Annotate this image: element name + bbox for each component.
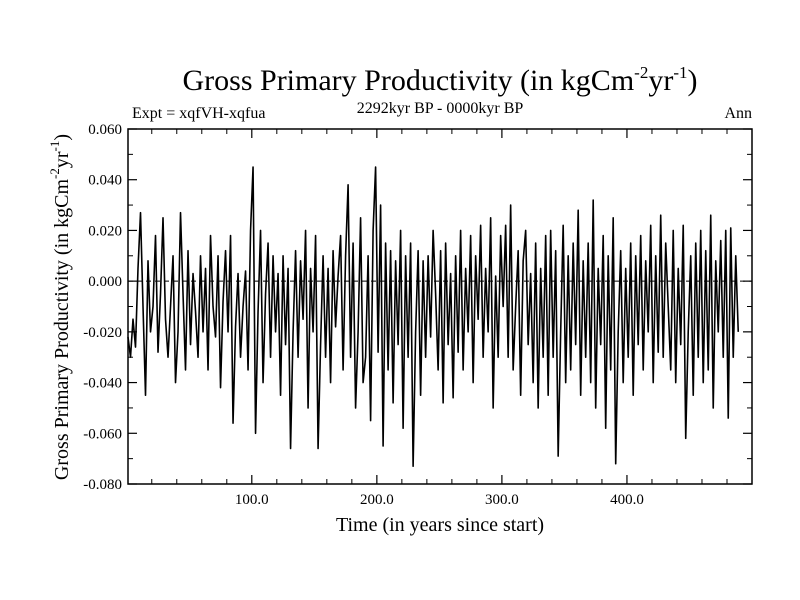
tick-labels: 0.060 0.040 0.020 0.000 -0.020 -0.040 -0.060 -0… [83,122,644,508]
x-tick-label: 200.0 [360,492,394,508]
x-axis-label: Time (in years since start) [336,514,544,536]
series-line-gpp [127,166,740,468]
period-label: 2292kyr BP - 0000kyr BP [357,100,524,117]
season-label: Ann [724,105,752,122]
experiment-label: Expt = xqfVH-xqfua [132,105,265,122]
plot-frame [127,128,753,485]
y-tick-label: -0.020 [83,325,122,341]
y-tick-label: 0.060 [88,122,122,138]
chart-title: Gross Primary Productivity (in kgCm-2yr-… [183,63,698,97]
y-tick-label: 0.020 [88,223,122,239]
y-tick-label: -0.040 [83,376,122,392]
y-axis-label: Gross Primary Productivity (in kgCm-2yr-… [47,134,73,480]
y-tick-label: 0.000 [88,274,122,290]
y-tick-label: -0.060 [83,426,122,442]
x-tick-label: 100.0 [235,492,269,508]
y-tick-label: 0.040 [88,173,122,189]
x-tick-label: 400.0 [610,492,644,508]
x-tick-label: 300.0 [485,492,519,508]
series-group [127,166,740,468]
y-tick-label: -0.080 [83,477,122,493]
